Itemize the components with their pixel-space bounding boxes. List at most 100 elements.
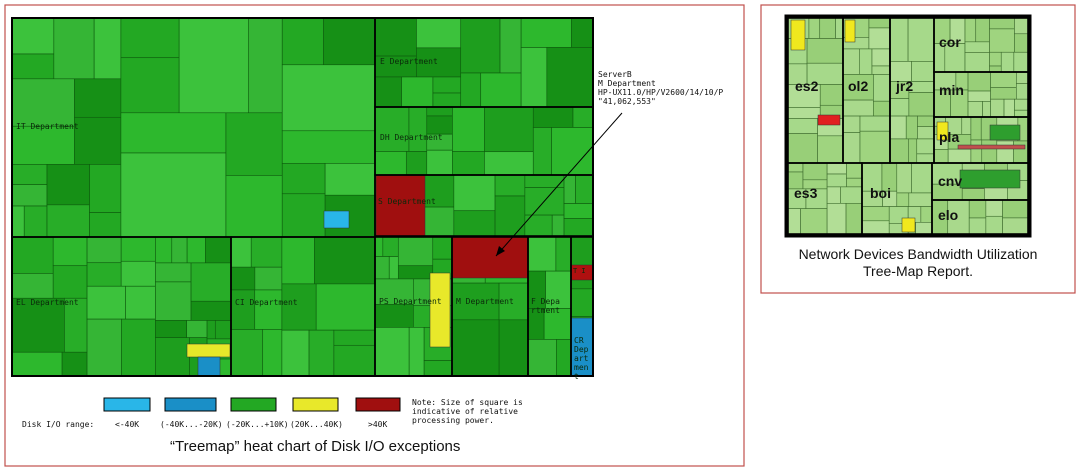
cell (520, 47, 548, 108)
cell (967, 90, 991, 102)
cell (254, 289, 283, 330)
cell (817, 135, 844, 164)
dept-label: S Department (378, 197, 436, 206)
cell (947, 148, 972, 164)
legend-title: Disk I/O range: (22, 420, 95, 429)
caption-line: Tree-Map Report. (863, 263, 973, 279)
legend-note: Note: Size of square is indicative of re… (412, 398, 523, 425)
cell (563, 174, 576, 204)
cell (873, 100, 891, 117)
cell (826, 162, 847, 175)
cell (787, 208, 801, 235)
cell (484, 151, 534, 176)
cell (89, 164, 122, 213)
node-label: cnv (938, 173, 963, 189)
cell (889, 115, 907, 140)
cell (1013, 140, 1029, 164)
cell (989, 17, 1015, 30)
cell (11, 125, 75, 165)
node-label: pla (939, 129, 960, 145)
cell (808, 17, 821, 39)
cell (281, 329, 310, 377)
callout-arrow (495, 112, 623, 257)
legend-label: (20K...40K) (290, 420, 343, 429)
cell (480, 72, 522, 108)
cell (967, 101, 983, 118)
cell (1013, 51, 1029, 73)
cell (532, 127, 552, 176)
cell (1000, 51, 1015, 73)
cell (842, 132, 861, 164)
cell (426, 115, 453, 135)
cell (426, 149, 453, 176)
cell (1003, 98, 1015, 118)
group-border (931, 199, 1029, 235)
legend-swatch (103, 397, 151, 412)
cell (571, 17, 594, 48)
cell (121, 318, 156, 377)
cell (397, 265, 434, 280)
cell (120, 17, 180, 59)
arrow-head (496, 246, 505, 256)
callout: ServerB M Department HP-UX11.0/HP/V2600/… (598, 70, 723, 106)
node-label: jr2 (896, 78, 914, 94)
cell (819, 17, 836, 39)
cell (859, 115, 891, 132)
cell (451, 282, 500, 321)
cell (281, 17, 324, 66)
cell (61, 351, 88, 377)
cell (46, 164, 90, 206)
cell (230, 289, 256, 330)
cell (281, 163, 326, 195)
cell (916, 153, 935, 164)
cell (1016, 71, 1029, 84)
dept-label: IT Department (16, 122, 79, 131)
cell (826, 203, 847, 235)
cell (787, 133, 818, 164)
cell (248, 17, 283, 114)
cell (873, 74, 891, 102)
highlight-cell (936, 121, 949, 141)
node-label: ol2 (848, 78, 869, 94)
cell (908, 92, 935, 117)
caption-line: Network Devices Bandwidth Utilization (798, 246, 1038, 262)
cell (11, 78, 75, 127)
cell (11, 17, 55, 55)
cell (11, 351, 63, 377)
cell (120, 112, 227, 154)
cell (155, 337, 190, 377)
cell (452, 151, 485, 176)
cell (846, 177, 863, 188)
cell (374, 106, 410, 152)
cell (964, 41, 990, 53)
cell (826, 173, 847, 188)
cell (975, 17, 990, 43)
cell (968, 199, 987, 219)
highlight-cell (957, 144, 1026, 150)
cell (333, 344, 376, 377)
cell (933, 149, 949, 164)
cell (460, 72, 482, 108)
cell (11, 164, 48, 185)
cell (990, 98, 1005, 118)
cell (846, 162, 863, 179)
cell (432, 92, 462, 108)
callout-server: ServerB (598, 70, 632, 79)
cell (889, 98, 910, 117)
cell (961, 116, 972, 135)
cell (11, 236, 54, 274)
legend-swatch (230, 397, 277, 412)
cell (484, 106, 534, 153)
cell (315, 283, 376, 331)
cell (842, 74, 874, 101)
cell (1014, 17, 1029, 35)
dept-label: CI Department (235, 298, 298, 307)
legend-swatch (292, 397, 339, 412)
cell (388, 256, 399, 280)
cell (262, 329, 283, 377)
left-panel-border (4, 4, 745, 467)
cell (120, 260, 156, 287)
node-label: min (939, 82, 964, 98)
cell (155, 236, 173, 264)
cell (826, 186, 841, 204)
